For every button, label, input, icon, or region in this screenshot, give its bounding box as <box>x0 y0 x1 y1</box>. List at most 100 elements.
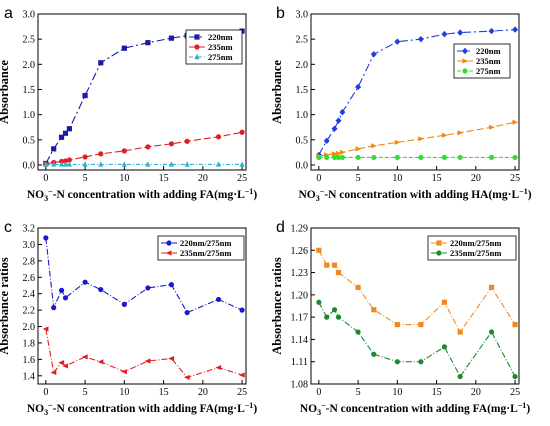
data-point <box>417 35 424 43</box>
plot-frame <box>37 227 247 385</box>
data-point <box>239 307 245 313</box>
data-point <box>457 373 463 380</box>
x-tick-label: 10 <box>392 387 402 398</box>
y-tick-label: 0.5 <box>23 135 36 146</box>
data-point <box>239 129 245 135</box>
series-220nm <box>315 26 519 159</box>
series-line <box>318 302 516 378</box>
y-tick-label: 1.5 <box>296 85 309 96</box>
data-point <box>323 137 330 145</box>
chart-panel-d: d 0 5 10 15 20 25 1.08 1.11 1.14 1.17 1.20 1.23 1.26 1… <box>270 219 530 417</box>
data-point <box>168 161 175 167</box>
x-tick-label: 5 <box>356 173 361 184</box>
x-tick-label: 15 <box>159 173 169 184</box>
x-tick-label: 20 <box>471 173 481 184</box>
data-point <box>370 51 377 58</box>
legend-label: 235nm/275nm <box>450 248 501 258</box>
data-point <box>58 161 65 167</box>
x-axis-label: NO3−-N concentration with adding FA(mg·L… <box>27 401 257 417</box>
y-tick-label: 1.29 <box>291 224 309 235</box>
data-point <box>98 151 104 157</box>
x-tick-label: 15 <box>159 387 169 398</box>
y-tick-label: 2.0 <box>296 60 309 71</box>
data-point <box>316 299 322 305</box>
data-point <box>62 161 69 167</box>
data-point <box>394 359 400 365</box>
y-tick-label: 1.17 <box>291 313 309 324</box>
y-tick-label: 2.0 <box>23 322 36 333</box>
legend-label: 275nm <box>476 66 501 76</box>
plot-frame <box>37 13 247 171</box>
legend-swatch-marker <box>194 53 200 60</box>
x-tick-label: 15 <box>432 173 442 184</box>
data-point <box>394 154 400 161</box>
data-point <box>441 30 448 38</box>
data-point <box>43 161 49 167</box>
data-point <box>121 161 127 167</box>
data-point <box>355 154 361 161</box>
x-tick-label: 10 <box>392 173 402 184</box>
data-point <box>98 286 104 293</box>
y-tick-label: 1.23 <box>291 268 309 279</box>
x-axis-label: NO3−-N concentration with adding FA(mg·L… <box>27 187 257 203</box>
y-tick-label: 2.6 <box>23 273 36 284</box>
y-tick-label: 1.8 <box>23 338 36 349</box>
data-point <box>335 314 342 320</box>
data-point <box>121 148 127 154</box>
x-tick-label: 0 <box>316 173 321 184</box>
y-axis-label: Absorbance ratios <box>270 257 284 355</box>
data-point <box>145 144 151 150</box>
data-point <box>82 161 88 167</box>
x-axis-label: NO3−-N concentration with adding FA(mg·L… <box>300 401 530 417</box>
plot-frame <box>310 227 520 385</box>
data-point <box>81 354 88 360</box>
series-235nm-275nm <box>42 326 245 381</box>
data-point <box>371 154 377 161</box>
data-point <box>394 38 401 45</box>
data-point <box>457 29 464 36</box>
y-tick-label: 2.5 <box>296 35 309 46</box>
y-tick-label: 3.0 <box>23 240 36 251</box>
series-235nm <box>43 129 245 167</box>
x-tick-label: 15 <box>432 387 442 398</box>
series-235nm-275nm <box>316 299 518 380</box>
data-point <box>62 295 69 301</box>
data-point <box>316 154 322 161</box>
legend-label: 220nm/275nm <box>450 238 501 248</box>
x-tick-label: 5 <box>83 173 88 184</box>
data-point <box>488 154 495 161</box>
legend-box <box>157 235 245 261</box>
data-point <box>121 45 127 51</box>
data-point <box>62 158 69 164</box>
data-point <box>145 40 151 46</box>
series-line <box>45 237 243 314</box>
data-point <box>168 141 175 147</box>
data-point <box>512 373 518 380</box>
data-point <box>512 321 518 328</box>
data-point <box>58 134 65 140</box>
series-line <box>45 328 243 379</box>
legend-label: 220nm <box>476 46 501 56</box>
data-point <box>66 161 72 167</box>
x-tick-label: 0 <box>43 173 48 184</box>
data-point <box>335 150 342 156</box>
y-tick-label: 0.5 <box>296 135 309 146</box>
x-tick-label: 0 <box>43 387 48 398</box>
data-point <box>441 154 448 161</box>
data-point <box>97 359 104 365</box>
y-tick-label: 0.0 <box>296 160 309 171</box>
data-point <box>371 307 377 313</box>
data-point <box>488 329 495 335</box>
x-tick-label: 25 <box>510 173 520 184</box>
data-point <box>441 132 448 138</box>
series-275nm <box>43 161 245 167</box>
data-point <box>335 117 342 124</box>
y-tick-label: 1.11 <box>291 357 308 368</box>
data-point <box>238 372 245 378</box>
x-tick-label: 20 <box>198 387 208 398</box>
data-point <box>316 247 322 253</box>
y-tick-label: 2.4 <box>23 289 36 300</box>
series-line <box>318 250 516 334</box>
data-point <box>58 360 65 366</box>
